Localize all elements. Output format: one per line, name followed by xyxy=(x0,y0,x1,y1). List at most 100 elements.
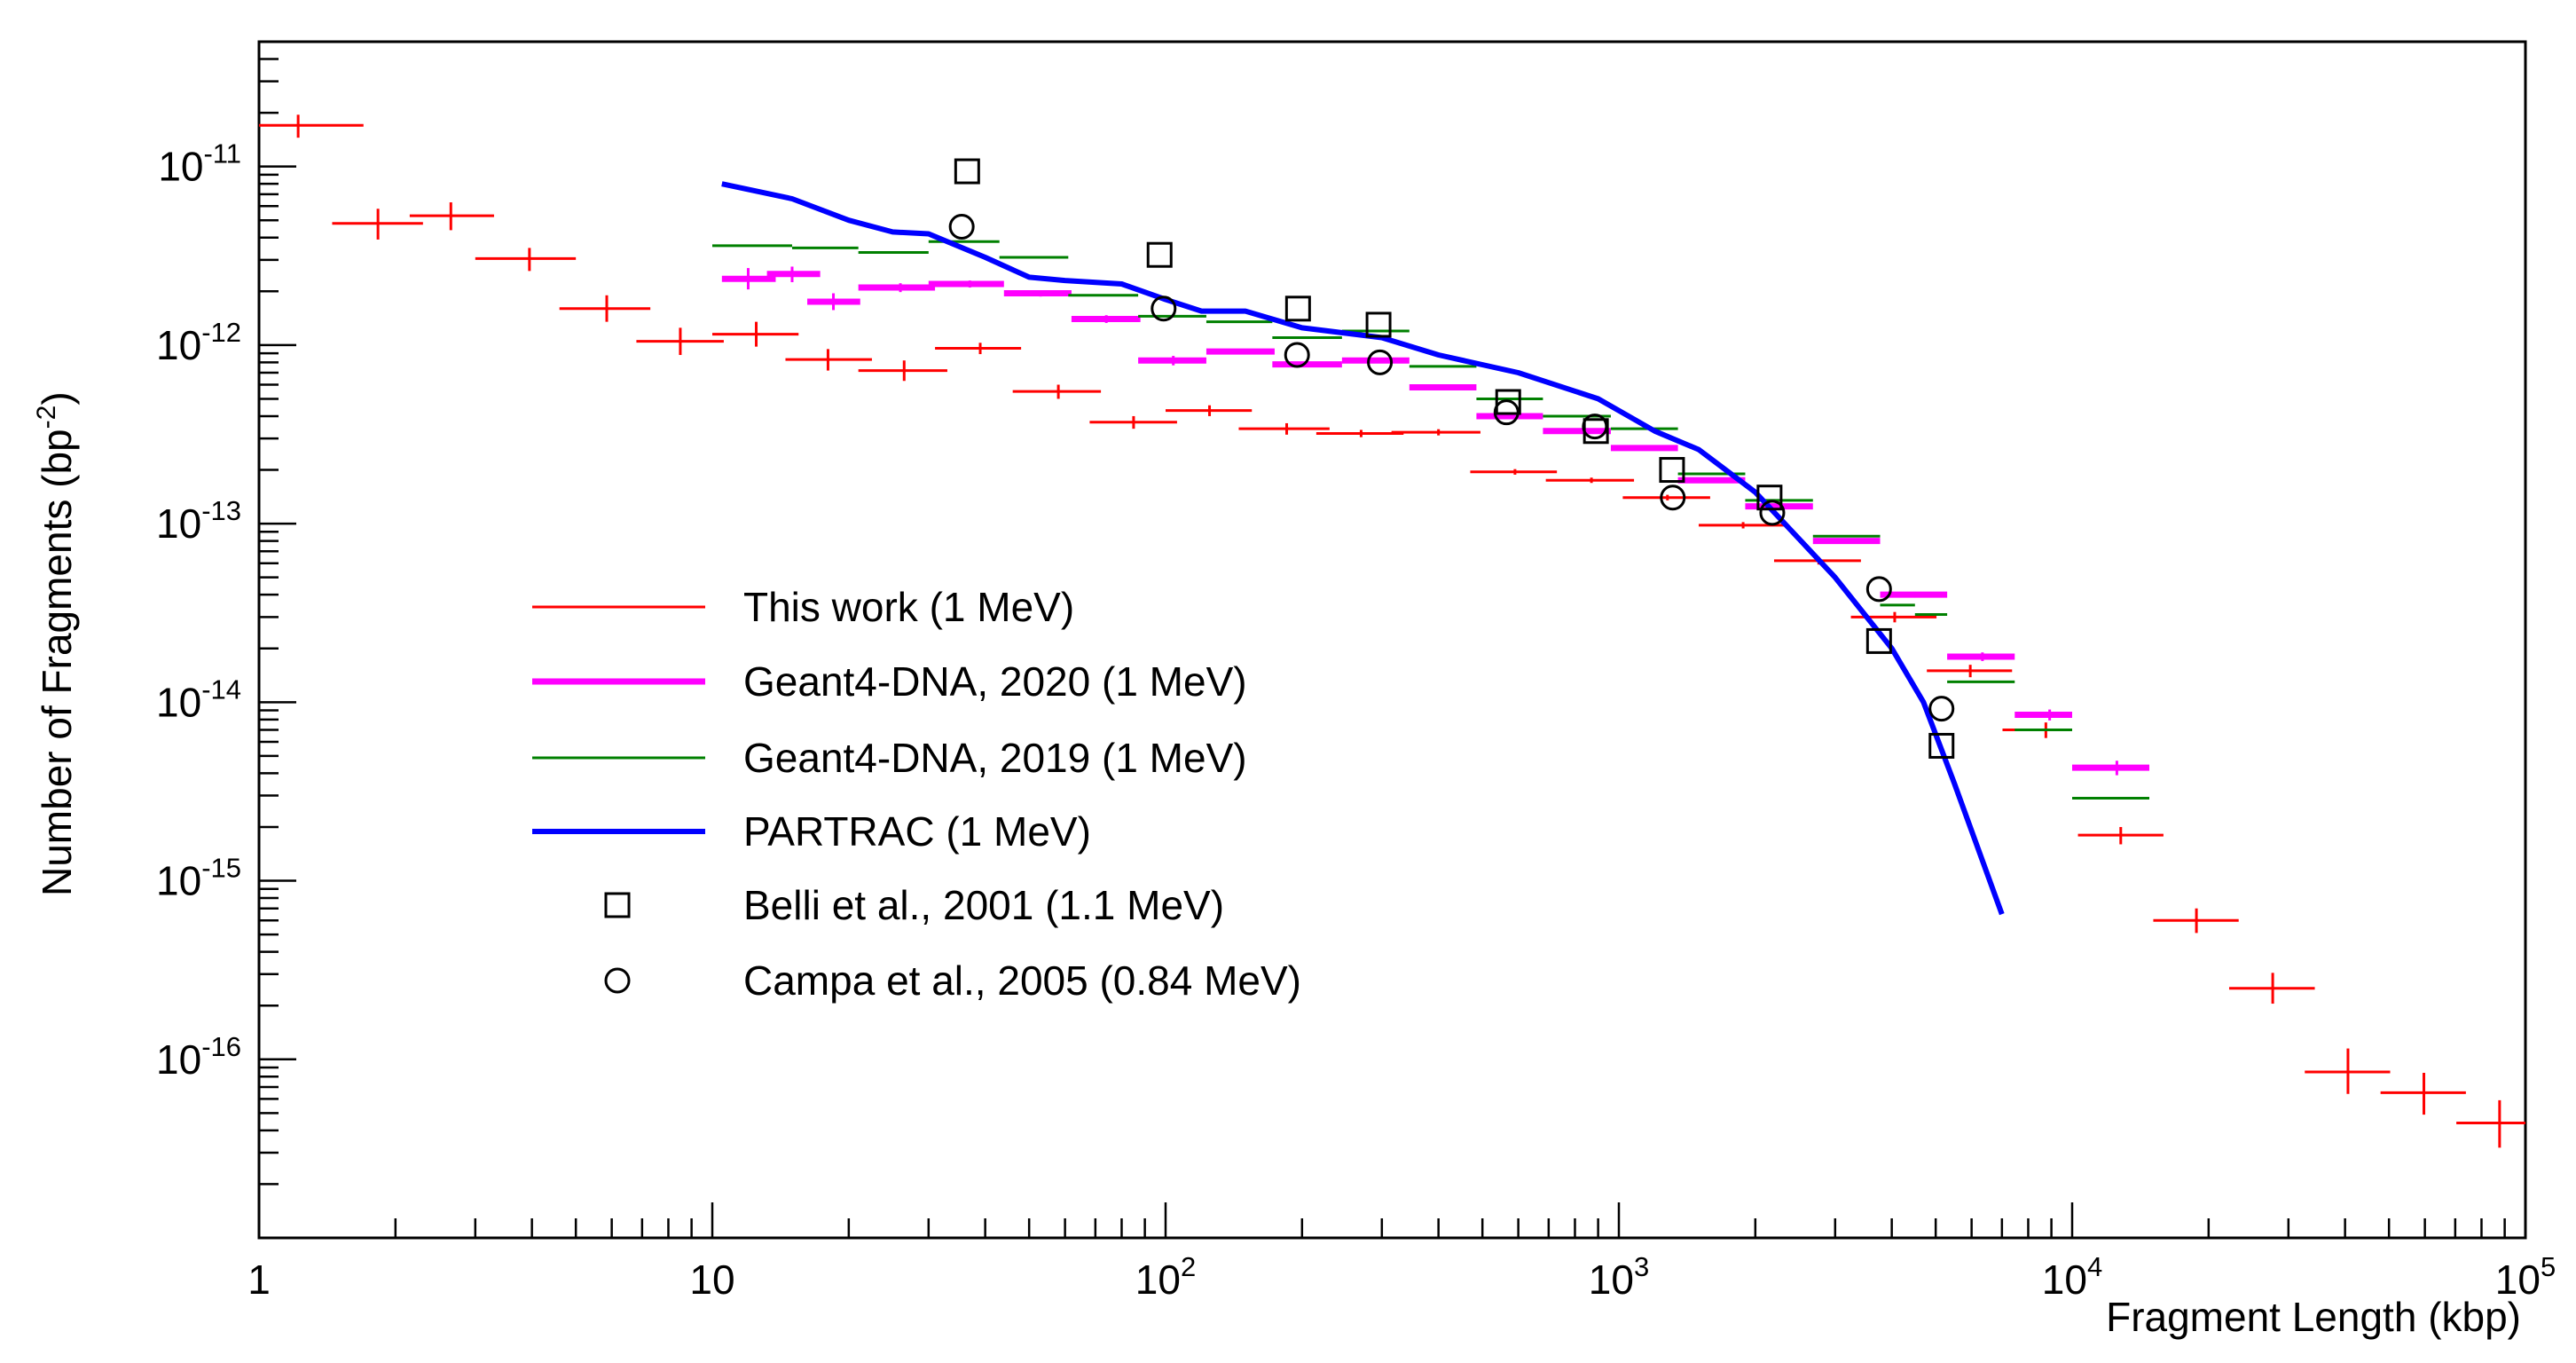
y-axis-label-main: Number of Fragments (bp xyxy=(34,429,80,896)
data-point xyxy=(259,114,364,138)
y-tick-label: 10-16 xyxy=(156,1031,241,1083)
x-tick-label-base: 10 xyxy=(689,1257,734,1303)
x-tick-label: 1 xyxy=(247,1257,271,1303)
y-tick-label-exp: -14 xyxy=(201,674,241,705)
data-point xyxy=(935,343,1022,355)
square-marker xyxy=(1659,457,1685,484)
data-point xyxy=(1476,413,1543,420)
legend-label: Geant4-DNA, 2019 (1 MeV) xyxy=(743,735,1247,781)
square-marker xyxy=(1495,389,1521,415)
data-point xyxy=(1272,361,1342,368)
y-tick-label: 10-12 xyxy=(156,317,241,368)
data-point xyxy=(1166,405,1253,416)
x-tick-label: 10 xyxy=(689,1257,734,1303)
y-tick-label-exp: -13 xyxy=(201,495,241,526)
series-2 xyxy=(712,240,2150,800)
data-point xyxy=(2153,908,2239,934)
data-point xyxy=(2228,973,2315,1005)
data-point xyxy=(1610,445,1678,452)
legend-entry: Belli et al., 2001 (1.1 MeV) xyxy=(604,882,1224,928)
y-tick-label-base: 10 xyxy=(156,679,201,725)
legend-label: Belli et al., 2001 (1.1 MeV) xyxy=(743,882,1224,928)
legend-entry: This work (1 MeV) xyxy=(532,584,1074,630)
data-point xyxy=(1622,494,1710,500)
y-tick-label-exp: -15 xyxy=(201,853,241,884)
series-3 xyxy=(721,181,2005,916)
data-point xyxy=(1470,469,1558,475)
square-marker xyxy=(1146,241,1173,268)
data-point xyxy=(1927,665,2013,678)
x-tick-label-base: 10 xyxy=(2042,1257,2087,1303)
data-point xyxy=(2072,760,2150,776)
data-point xyxy=(1391,429,1480,436)
data-point xyxy=(1677,477,1746,484)
data-point xyxy=(475,248,577,272)
data-point xyxy=(1003,289,1072,297)
x-tick-label: 102 xyxy=(1135,1251,1196,1303)
circle-marker xyxy=(1493,399,1520,426)
y-tick-label-base: 10 xyxy=(156,1036,201,1083)
x-tick-label-base: 1 xyxy=(247,1257,271,1303)
y-tick-label-base: 10 xyxy=(156,500,201,547)
y-tick-label-exp: -11 xyxy=(203,138,241,169)
data-point xyxy=(1812,538,1881,545)
circle-marker xyxy=(1865,576,1892,603)
data-group xyxy=(259,114,2525,1148)
data-point xyxy=(332,209,423,240)
legend-entry: Geant4-DNA, 2019 (1 MeV) xyxy=(532,735,1247,781)
x-tick-label-base: 10 xyxy=(1589,1257,1634,1303)
data-point xyxy=(766,266,821,283)
x-tick-label-exp: 5 xyxy=(2541,1251,2556,1282)
x-tick-label-exp: 4 xyxy=(2087,1251,2102,1282)
series-1 xyxy=(721,266,2150,776)
data-point xyxy=(2305,1048,2391,1094)
data-point xyxy=(807,293,860,311)
data-point xyxy=(2456,1099,2525,1148)
legend-label: PARTRAC (1 MeV) xyxy=(743,808,1091,855)
plot-frame xyxy=(257,40,2527,1240)
data-point xyxy=(1138,356,1206,366)
y-tick-label: 10-11 xyxy=(158,138,241,190)
y-tick-label: 10-15 xyxy=(156,853,241,904)
square-marker xyxy=(1756,485,1783,511)
data-point xyxy=(2380,1073,2466,1115)
data-point xyxy=(928,280,1004,288)
series-line xyxy=(721,181,2005,916)
x-tick-label-base: 10 xyxy=(1135,1257,1181,1303)
x-axis-label: Fragment Length (kbp) xyxy=(2106,1294,2521,1340)
series-0 xyxy=(259,114,2525,1148)
y-tick-label: 10-14 xyxy=(156,674,241,725)
y-axis-label-sup: -2 xyxy=(32,406,61,429)
data-point xyxy=(1089,415,1177,429)
square-marker xyxy=(1928,732,1955,759)
data-point xyxy=(1071,315,1141,323)
y-axis-label-close: ) xyxy=(34,391,80,405)
y-tick-label-exp: -16 xyxy=(201,1031,241,1062)
series-4 xyxy=(954,158,1955,759)
legend: This work (1 MeV) Geant4-DNA, 2020 (1 MeV… xyxy=(532,584,1301,1004)
legend-label: Campa et al., 2005 (0.84 MeV) xyxy=(743,957,1301,1004)
series-5 xyxy=(948,214,1955,722)
data-point xyxy=(2077,826,2164,845)
legend-square-icon xyxy=(604,892,631,918)
legend-label: This work (1 MeV) xyxy=(743,584,1074,630)
data-point xyxy=(721,268,776,290)
y-tick-label-base: 10 xyxy=(156,858,201,904)
data-point xyxy=(1206,348,1275,355)
data-point xyxy=(858,283,936,293)
x-tick-label-exp: 2 xyxy=(1181,1251,1196,1282)
data-point xyxy=(1238,422,1330,435)
data-point xyxy=(1012,384,1102,399)
square-marker xyxy=(1865,627,1892,654)
y-axis-label: Number of Fragments (bp-2) xyxy=(32,391,80,896)
legend-entry: Geant4-DNA, 2020 (1 MeV) xyxy=(532,658,1247,705)
data-point xyxy=(858,360,947,382)
data-point xyxy=(636,327,724,356)
data-point xyxy=(1545,477,1635,484)
data-point xyxy=(1341,357,1410,364)
legend-circle-icon xyxy=(604,967,631,994)
data-point xyxy=(559,295,651,322)
x-tick-label: 104 xyxy=(2042,1251,2102,1303)
circle-marker xyxy=(1284,342,1310,368)
